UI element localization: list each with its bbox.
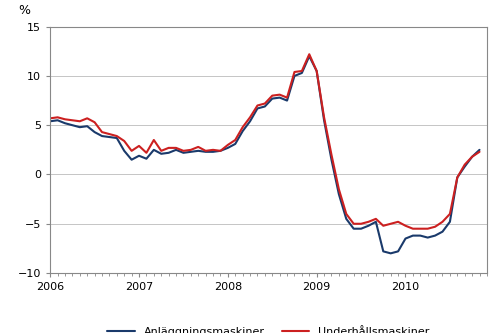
Anläggningsmaskiner <box>91 130 97 134</box>
Line: Anläggningsmaskiner: Anläggningsmaskiner <box>50 56 478 253</box>
Anläggningsmaskiner <box>114 136 120 140</box>
Underhållsmaskiner <box>306 52 312 56</box>
Underhållsmaskiner <box>475 150 481 154</box>
Anläggningsmaskiner <box>365 224 371 228</box>
Anläggningsmaskiner <box>387 251 393 255</box>
Anläggningsmaskiner <box>62 121 68 125</box>
Anläggningsmaskiner <box>306 54 312 58</box>
Legend: Anläggningsmaskiner, Underhållsmaskiner: Anläggningsmaskiner, Underhållsmaskiner <box>103 322 433 333</box>
Underhållsmaskiner <box>62 117 68 121</box>
Underhållsmaskiner <box>47 116 53 120</box>
Anläggningsmaskiner <box>475 148 481 152</box>
Underhållsmaskiner <box>114 134 120 138</box>
Underhållsmaskiner <box>409 227 415 231</box>
Anläggningsmaskiner <box>269 97 275 101</box>
Underhållsmaskiner <box>91 120 97 124</box>
Underhållsmaskiner <box>158 149 164 153</box>
Anläggningsmaskiner <box>158 152 164 156</box>
Anläggningsmaskiner <box>47 119 53 123</box>
Line: Underhållsmaskiner: Underhållsmaskiner <box>50 54 478 229</box>
Underhållsmaskiner <box>269 94 275 98</box>
Y-axis label: %: % <box>18 4 30 17</box>
Underhållsmaskiner <box>365 220 371 224</box>
